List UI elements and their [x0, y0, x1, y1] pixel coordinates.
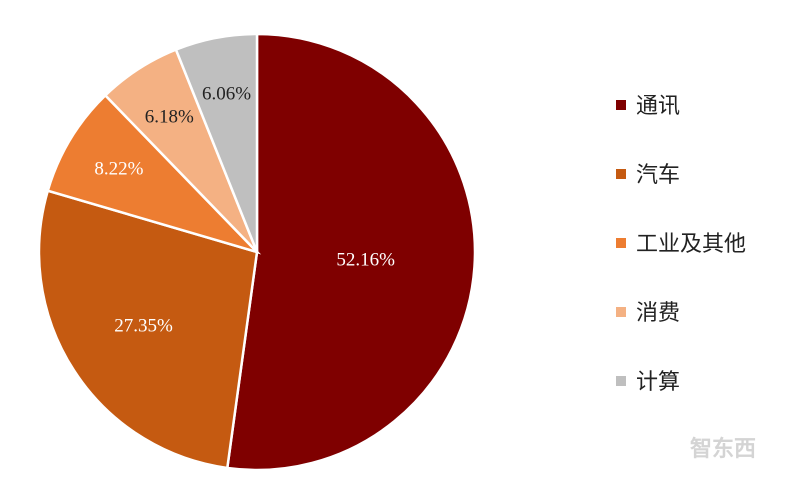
legend-label: 工业及其他 — [636, 232, 746, 257]
legend-label: 消费 — [636, 301, 680, 326]
data-label: 6.06% — [202, 84, 251, 105]
legend-label: 汽车 — [636, 163, 680, 188]
data-label: 27.35% — [114, 316, 173, 337]
pie-slice — [225, 32, 477, 472]
legend-swatch — [616, 169, 626, 179]
legend-swatch — [616, 100, 626, 110]
data-label: 6.18% — [145, 107, 194, 128]
pie-slice — [37, 189, 259, 470]
pie-slices — [37, 32, 477, 472]
pie-slice — [46, 93, 262, 255]
pie-data-labels: 52.16% 27.35% 8.22% 6.18% 6.06% — [94, 84, 395, 337]
legend-swatch — [616, 307, 626, 317]
data-label: 8.22% — [94, 159, 143, 180]
legend-swatch — [616, 376, 626, 386]
legend-swatch — [616, 238, 626, 248]
pie-slice — [174, 32, 259, 253]
legend-label: 计算 — [636, 370, 680, 395]
legend-label: 通讯 — [636, 94, 680, 119]
data-label: 52.16% — [336, 249, 395, 270]
watermark-text: 智东西 — [690, 436, 756, 462]
